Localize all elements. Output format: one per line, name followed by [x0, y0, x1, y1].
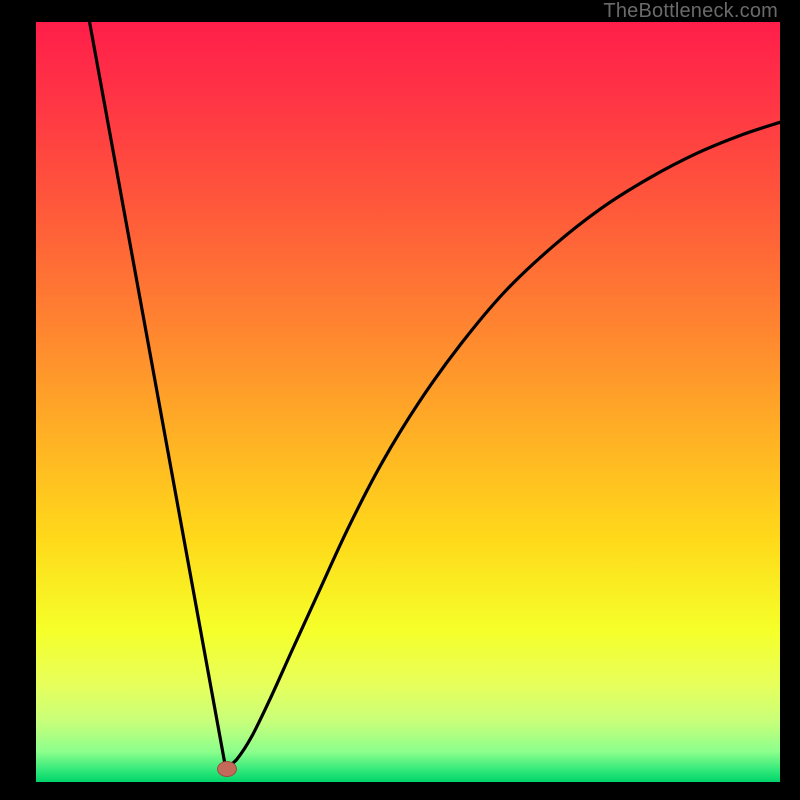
optimal-point-marker — [217, 761, 237, 777]
plot-area — [36, 22, 780, 782]
watermark-text: TheBottleneck.com — [603, 0, 778, 23]
bottleneck-curve — [36, 22, 780, 782]
